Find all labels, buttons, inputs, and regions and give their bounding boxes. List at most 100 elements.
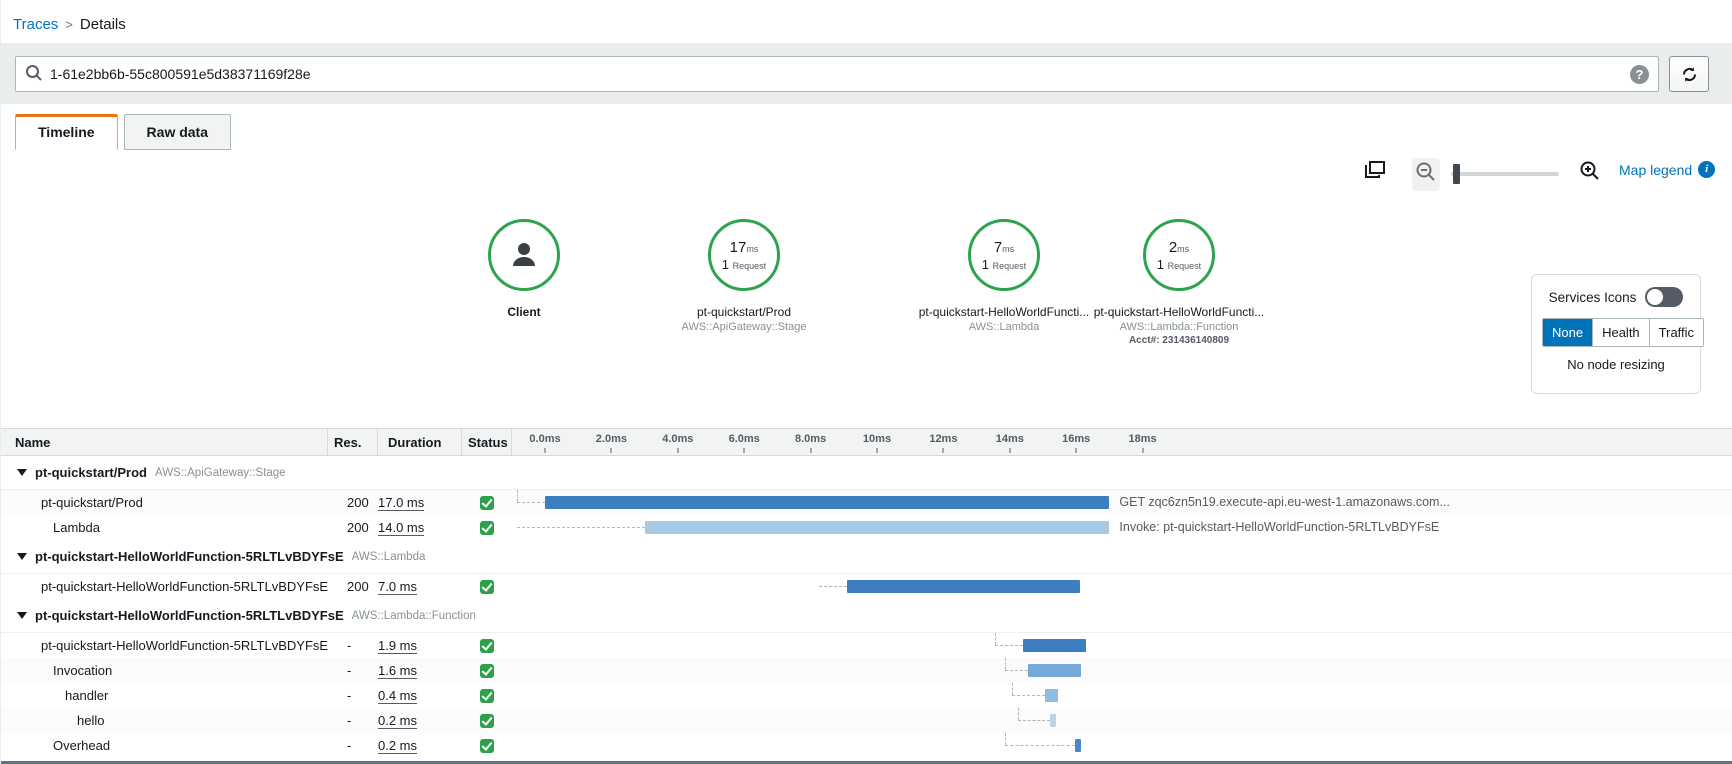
segment-response-code: - — [347, 638, 352, 653]
connector-dash-vertical — [1018, 708, 1020, 720]
tick-label: 6.0ms — [728, 433, 760, 445]
group-name: pt-quickstart-HelloWorldFunction-5RLTLvB… — [35, 608, 344, 623]
column-duration: Duration — [378, 429, 462, 455]
tick-label: 8.0ms — [794, 433, 827, 445]
node-resizing-note: No node resizing — [1567, 357, 1665, 372]
tick-label: 18ms — [1128, 433, 1157, 445]
zoom-in-icon[interactable] — [1579, 160, 1601, 187]
segment-duration[interactable]: 7.0 ms — [378, 579, 418, 595]
client-node-circle[interactable] — [488, 219, 560, 291]
connector-dash-vertical — [1012, 683, 1014, 695]
services-icons-toggle[interactable] — [1645, 287, 1684, 307]
tick-label: 0.0ms — [529, 433, 561, 445]
service-node[interactable]: 7ms 1 Request pt-quickstart-HelloWorldFu… — [914, 219, 1094, 333]
segment-row[interactable]: hello - 0.2 ms — [1, 708, 1732, 733]
segment-group-row[interactable]: pt-quickstart-HelloWorldFunction-5RLTLvB… — [1, 540, 1732, 574]
segment-duration[interactable]: 1.9 ms — [378, 638, 418, 654]
duration-bar[interactable] — [644, 521, 1110, 534]
duration-bar[interactable] — [1023, 639, 1087, 652]
segment-row[interactable]: pt-quickstart-HelloWorldFunction-5RLTLvB… — [1, 574, 1732, 599]
service-node[interactable]: 17ms 1 Request pt-quickstart/Prod AWS::A… — [654, 219, 834, 333]
status-ok-icon — [480, 713, 494, 728]
duration-bar[interactable] — [1028, 664, 1082, 677]
duration-bar[interactable] — [1049, 714, 1057, 727]
segment-response-code: 200 — [347, 495, 369, 510]
bar-annotation: Invoke: pt-quickstart-HelloWorldFunction… — [1119, 520, 1440, 534]
segment-chart — [512, 733, 1732, 758]
segment-chart — [512, 683, 1732, 708]
group-type: AWS::ApiGateway::Stage — [154, 466, 286, 479]
collapse-triangle-icon[interactable] — [17, 612, 27, 619]
trace-id-input[interactable] — [50, 66, 1624, 82]
segment-response-code: 200 — [347, 579, 369, 594]
connector-dash — [1004, 745, 1075, 746]
service-node[interactable]: 2ms 1 Request pt-quickstart-HelloWorldFu… — [1089, 219, 1269, 346]
segment-row[interactable]: pt-quickstart-HelloWorldFunction-5RLTLvB… — [1, 633, 1732, 658]
segment-chart — [512, 633, 1732, 658]
segment-duration[interactable]: 14.0 ms — [378, 520, 425, 536]
zoom-slider[interactable] — [1451, 164, 1559, 184]
service-node-circle[interactable]: 2ms 1 Request — [1143, 219, 1215, 291]
refresh-button[interactable] — [1669, 56, 1709, 92]
connector-dash — [818, 586, 848, 587]
status-ok-icon — [480, 495, 494, 510]
group-name: pt-quickstart/Prod — [35, 465, 147, 480]
status-ok-icon — [480, 688, 494, 703]
info-icon[interactable]: i — [1698, 161, 1716, 178]
time-scale: 0.0ms 2.0ms 4.0ms 6.0ms 8.0ms 10ms 12ms 14ms 16m… — [512, 429, 1732, 455]
segment-row[interactable]: handler - 0.4 ms — [1, 683, 1732, 708]
duration-bar[interactable] — [1044, 689, 1059, 702]
segment-duration[interactable]: 17.0 ms — [378, 495, 425, 511]
segment-name: Lambda — [53, 520, 100, 535]
zoom-out-icon[interactable] — [1412, 158, 1440, 191]
tick-mark — [1075, 448, 1077, 453]
breadcrumb-traces-link[interactable]: Traces — [13, 16, 59, 33]
divider — [1, 43, 1732, 44]
segment-chart — [512, 574, 1732, 599]
duration-bar[interactable] — [545, 496, 1110, 509]
person-icon — [513, 243, 535, 266]
segment-name: handler — [65, 688, 109, 703]
segment-row[interactable]: Lambda 200 14.0 ms Invoke: pt-quickstart… — [1, 515, 1732, 540]
duration-bar[interactable] — [1074, 739, 1082, 752]
duration-bar[interactable] — [847, 580, 1080, 593]
fit-view-icon[interactable] — [1364, 160, 1386, 185]
mode-button-health[interactable]: Health — [1592, 319, 1649, 346]
service-node-circle[interactable]: 7ms 1 Request — [968, 219, 1040, 291]
segment-group-row[interactable]: pt-quickstart-HelloWorldFunction-5RLTLvB… — [1, 599, 1732, 633]
segment-duration[interactable]: 1.6 ms — [378, 663, 418, 679]
map-legend-label: Map legend — [1619, 161, 1693, 178]
segment-row[interactable]: pt-quickstart/Prod 200 17.0 ms GET zqc6z… — [1, 490, 1732, 515]
group-type: AWS::Lambda::Function — [351, 609, 476, 622]
collapse-triangle-icon[interactable] — [17, 553, 27, 560]
refresh-icon — [1682, 66, 1696, 82]
segment-response-code: - — [347, 688, 352, 703]
trace-search-box[interactable]: ? — [15, 56, 1659, 92]
search-icon — [25, 64, 43, 87]
collapse-triangle-icon[interactable] — [17, 469, 27, 476]
mode-button-traffic[interactable]: Traffic — [1648, 319, 1704, 346]
segment-name: Invocation — [53, 663, 113, 678]
column-status: Status — [462, 429, 512, 455]
status-ok-icon — [480, 520, 494, 535]
tab-raw-data[interactable]: Raw data — [123, 114, 232, 150]
segment-row[interactable]: Overhead - 0.2 ms — [1, 733, 1732, 758]
tab-bar: Timeline Raw data — [1, 104, 1732, 150]
zoom-slider-handle[interactable] — [1453, 164, 1460, 184]
segment-chart: GET zqc6zn5n19.execute-api.eu-west-1.ama… — [512, 490, 1732, 515]
segment-duration[interactable]: 0.4 ms — [378, 688, 418, 704]
segment-duration[interactable]: 0.2 ms — [378, 738, 418, 754]
segment-row[interactable]: Invocation - 1.6 ms — [1, 658, 1732, 683]
help-icon[interactable]: ? — [1630, 65, 1649, 84]
service-node-circle[interactable]: 17ms 1 Request — [708, 219, 780, 291]
map-legend-link[interactable]: Map legend i — [1619, 161, 1716, 178]
tick-mark — [1142, 448, 1144, 453]
group-name: pt-quickstart-HelloWorldFunction-5RLTLvB… — [35, 549, 344, 564]
segment-group-row[interactable]: pt-quickstart/Prod AWS::ApiGateway::Stag… — [1, 456, 1732, 490]
segment-duration[interactable]: 0.2 ms — [378, 713, 418, 729]
mode-button-none[interactable]: None — [1543, 319, 1593, 346]
tab-timeline[interactable]: Timeline — [15, 114, 118, 150]
tick-label: 12ms — [929, 433, 958, 445]
service-node-client[interactable]: Client — [434, 219, 614, 319]
connector-dash — [517, 502, 545, 503]
